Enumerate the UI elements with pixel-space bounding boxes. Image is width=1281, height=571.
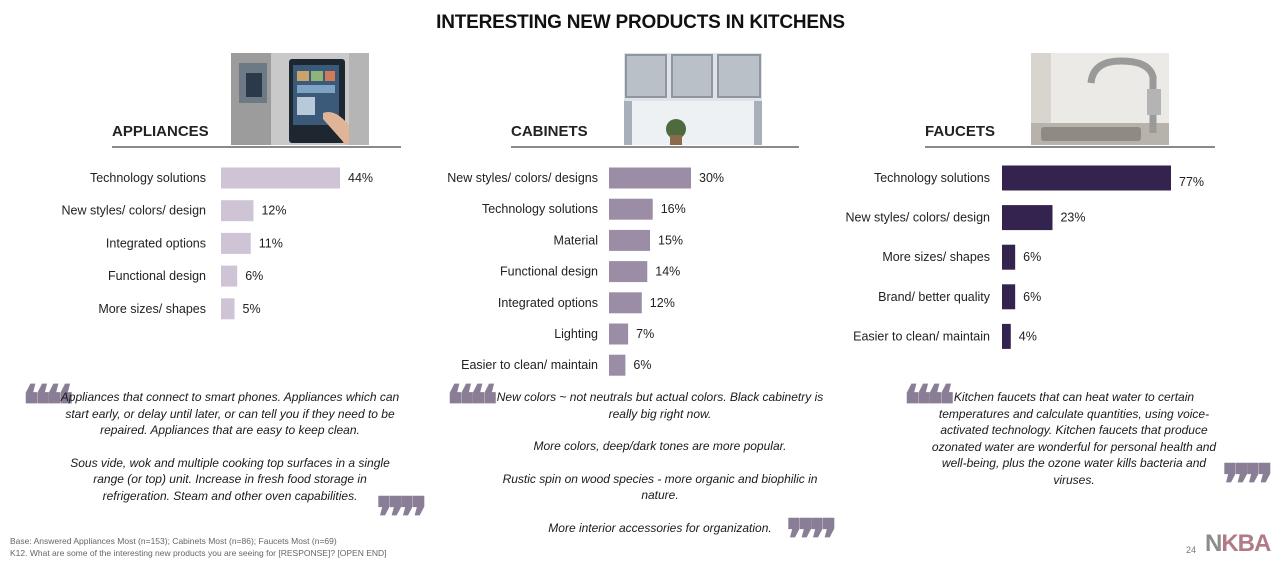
data-label: 44% (348, 171, 373, 185)
category-label: Integrated options (498, 296, 598, 310)
faucets-quote: Kitchen faucets that can heat water to c… (924, 389, 1224, 504)
cabinets-quote: New colors ~ not neutrals but actual col… (484, 389, 836, 552)
cabinets-divider (511, 146, 799, 148)
bar (609, 354, 626, 376)
category-label: Technology solutions (90, 171, 206, 185)
cabinets-section-title: CABINETS (511, 123, 588, 140)
bar (1002, 165, 1171, 191)
cabinets-quote-4: More interior accessories for organizati… (548, 520, 772, 535)
bar (609, 167, 691, 189)
appliances-quote-2: Sous vide, wok and multiple cooking top … (70, 455, 390, 503)
faucets-divider (925, 146, 1215, 148)
cabinets-quote-1: New colors ~ not neutrals but actual col… (496, 390, 824, 421)
bar (609, 292, 642, 314)
data-label: 14% (655, 265, 680, 279)
category-label: New styles/ colors/ design (845, 211, 990, 225)
category-label: Easier to clean/ maintain (461, 358, 598, 372)
category-label: More sizes/ shapes (98, 302, 206, 316)
bar (221, 200, 254, 222)
open-quote-icon: ❝❝ (22, 373, 74, 437)
cabinets-bar-chart: New styles/ colors/ designs 30% Technology… (447, 167, 724, 376)
bar (609, 323, 629, 345)
category-label: Functional design (500, 265, 598, 279)
bar (221, 265, 238, 287)
faucets-section-title: FAUCETS (925, 123, 996, 140)
bar (1002, 244, 1016, 270)
category-label: Technology solutions (874, 171, 990, 185)
data-label: 6% (245, 269, 263, 283)
bar (221, 167, 340, 189)
appliances-photo (231, 53, 369, 145)
bar (1002, 284, 1016, 310)
nkba-logo: NKBA (1205, 530, 1271, 558)
category-label: Material (554, 233, 598, 247)
footer-base-note: Base: Answered Appliances Most (n=153); … (10, 536, 337, 546)
cabinets-quote-3: Rustic spin on wood species - more organ… (502, 471, 818, 503)
bar (1002, 323, 1011, 349)
data-label: 16% (661, 202, 686, 216)
data-label: 12% (650, 296, 675, 310)
data-label: 7% (636, 327, 654, 341)
data-label: 77% (1179, 175, 1204, 189)
appliances-section-title: APPLIANCES (112, 123, 209, 140)
category-label: Lighting (554, 327, 598, 341)
appliances-quote-1: Appliances that connect to smart phones.… (60, 390, 400, 437)
cabinets-quote-2: More colors, deep/dark tones are more po… (533, 439, 787, 453)
faucets-photo (1031, 53, 1169, 145)
data-label: 5% (243, 302, 261, 316)
data-label: 23% (1060, 211, 1085, 225)
category-label: New styles/ colors/ design (61, 204, 206, 218)
close-quote-icon: ❞❞ (786, 507, 838, 571)
bar (221, 232, 251, 254)
data-label: 12% (261, 204, 286, 218)
appliances-divider (112, 146, 401, 148)
logo-letters-kba: KBA (1221, 530, 1271, 557)
faucets-bar-chart: Technology solutions 77% New styles/ color… (845, 165, 1204, 349)
category-label: Integrated options (106, 236, 206, 250)
category-label: Easier to clean/ maintain (853, 329, 990, 343)
logo-letter-n: N (1205, 530, 1222, 557)
category-label: Brand/ better quality (878, 290, 991, 304)
category-label: Technology solutions (482, 202, 598, 216)
bar (221, 298, 235, 320)
footer-question-note: K12. What are some of the interesting ne… (10, 548, 387, 558)
appliances-bar-chart: Technology solutions 44% New styles/ color… (61, 167, 373, 320)
open-quote-icon: ❝❝ (903, 373, 955, 437)
faucets-quote-1: Kitchen faucets that can heat water to c… (931, 390, 1217, 487)
bar (609, 198, 653, 220)
bar (1002, 205, 1053, 231)
bar (609, 229, 650, 251)
cabinets-photo (624, 53, 762, 145)
category-label: New styles/ colors/ designs (447, 171, 598, 185)
data-label: 11% (259, 236, 283, 250)
page-number: 24 (1186, 545, 1197, 555)
close-quote-icon: ❞❞ (376, 485, 428, 549)
close-quote-icon: ❞❞ (1222, 452, 1274, 516)
category-label: Functional design (108, 269, 206, 283)
bar (609, 261, 648, 283)
data-label: 15% (658, 233, 683, 247)
data-label: 6% (1023, 290, 1041, 304)
page-title: INTERESTING NEW PRODUCTS IN KITCHENS (436, 12, 845, 33)
category-label: More sizes/ shapes (882, 250, 990, 264)
data-label: 6% (633, 358, 651, 372)
data-label: 6% (1023, 250, 1041, 264)
appliances-quote: Appliances that connect to smart phones.… (60, 389, 400, 520)
data-label: 30% (699, 171, 724, 185)
open-quote-icon: ❝❝ (446, 373, 498, 437)
data-label: 4% (1019, 329, 1037, 343)
